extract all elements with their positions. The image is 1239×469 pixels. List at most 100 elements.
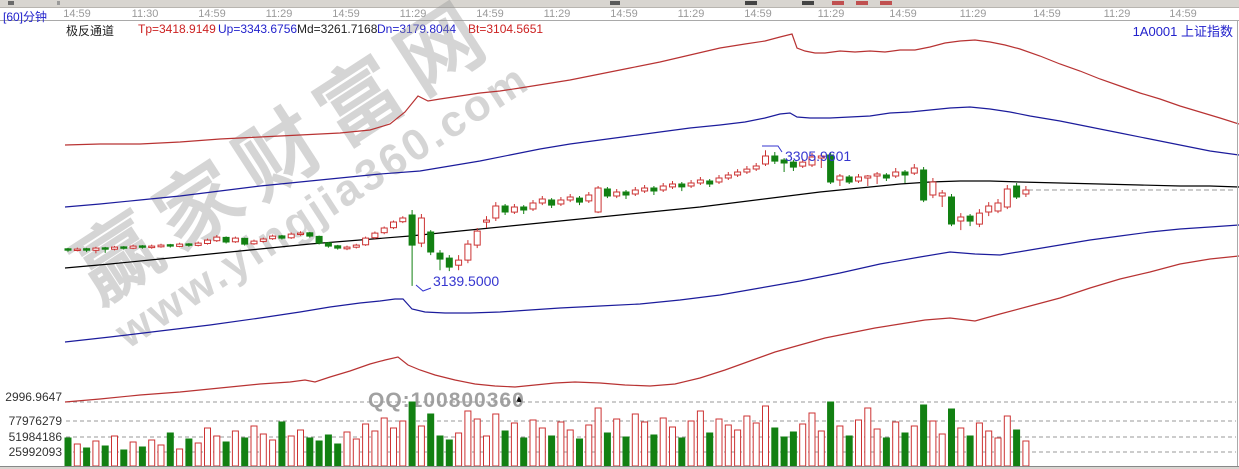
candle-body [808, 156, 816, 166]
candle-body [557, 199, 565, 205]
volume-bar [538, 427, 546, 467]
volume-bar [64, 437, 72, 467]
candle-body [659, 185, 667, 191]
volume-bar [855, 419, 862, 467]
volume-bar [799, 423, 807, 467]
candle-body [176, 243, 184, 247]
candle-body [724, 174, 732, 179]
volume-bar [92, 440, 100, 467]
time-axis-label: 14:59 [1033, 8, 1061, 20]
time-axis-label: 11:29 [399, 8, 427, 20]
band-md-line [64, 180, 1239, 269]
volume-bar [687, 420, 695, 467]
volume-bar [269, 439, 277, 467]
candle-body [324, 242, 332, 247]
time-axis-label: 11:29 [677, 8, 705, 20]
candle-body [520, 206, 528, 211]
volume-bar [157, 444, 165, 467]
candle-body [594, 187, 602, 213]
volume-bar [362, 423, 370, 467]
volume-bar [771, 427, 779, 467]
symbol-title[interactable]: 1A0001 上证指数 [1132, 24, 1233, 39]
candle-body [222, 236, 230, 243]
volume-bar [120, 449, 128, 467]
candle-body [250, 240, 258, 245]
volume-bar [250, 425, 258, 467]
candle-body [966, 215, 974, 222]
high-price-annotation-label: 3305.9601 [785, 148, 851, 164]
volume-bar [1003, 415, 1011, 467]
candle-body [315, 235, 323, 244]
candle-body [501, 205, 509, 213]
volume-bar [194, 442, 202, 467]
toolbar-mark [880, 1, 892, 5]
candle-body [138, 245, 146, 248]
candle-body [566, 196, 574, 201]
volume-bar [948, 408, 955, 467]
period-label[interactable]: [60]分钟 [3, 10, 48, 24]
volume-bar [408, 401, 416, 467]
band-up-line [64, 106, 1239, 208]
candle-body [631, 189, 639, 195]
volume-bar [204, 427, 211, 467]
candle-body [576, 197, 583, 203]
volume-bar [901, 432, 909, 467]
volume-bar [297, 429, 304, 467]
toolbar-mark [802, 1, 814, 5]
volume-bar [166, 432, 174, 467]
candle-body [901, 171, 909, 176]
volume-bar [641, 421, 649, 467]
candle-body [734, 171, 742, 176]
time-axis-label: 14:59 [1169, 8, 1197, 20]
volume-bar [324, 434, 332, 467]
volume-bar [808, 412, 816, 467]
candle-body [985, 205, 993, 213]
candle-body [762, 155, 769, 165]
toolbar-mark [832, 1, 844, 5]
candle-body [101, 247, 109, 250]
candle-body [873, 173, 881, 177]
candle-body [836, 175, 844, 181]
volume-bar [603, 432, 611, 467]
volume-bar [882, 437, 890, 467]
volume-bar [185, 438, 193, 467]
candle-body [464, 243, 472, 261]
candle-body [259, 238, 267, 242]
candle-body [297, 232, 304, 236]
candle-body [910, 167, 918, 174]
volume-bar [148, 439, 156, 467]
candle-body [483, 219, 490, 223]
candle-body [492, 205, 500, 219]
volume-bar [864, 407, 872, 467]
candle-body [111, 246, 118, 250]
indicator-param-up: Up=3343.6756 [218, 22, 298, 36]
candle-body [204, 239, 211, 245]
candle-body [827, 154, 835, 183]
candle-body [938, 192, 946, 197]
candle-body [789, 161, 797, 168]
volume-axis-label: 51984186 [8, 430, 62, 444]
candle-body [1013, 185, 1021, 198]
watermark-qq: QQ:100800360 [368, 389, 525, 412]
indicator-name[interactable]: 极反通道 [66, 24, 115, 38]
volume-bar [334, 443, 342, 467]
candle-body [1022, 189, 1030, 195]
candle-body [269, 235, 277, 240]
volume-bar [111, 435, 118, 467]
time-axis-label: 11:29 [959, 8, 987, 20]
candle-body [892, 171, 900, 177]
volume-bar [473, 418, 481, 467]
candle-body [83, 248, 91, 251]
volume-bar [827, 401, 835, 467]
time-axis: 14:59 11:30 14:59 11:29 14:59 11:29 14:59 11:29… [0, 8, 1239, 21]
volume-bar [669, 426, 676, 467]
time-axis-label: 11:29 [265, 8, 293, 20]
volume-bar [399, 420, 407, 467]
candle-body [436, 252, 444, 260]
volume-bar [548, 435, 556, 467]
candle-body [166, 244, 174, 247]
candle-body [399, 217, 407, 223]
volume-bar [1022, 440, 1030, 467]
volume-bar [873, 428, 881, 467]
